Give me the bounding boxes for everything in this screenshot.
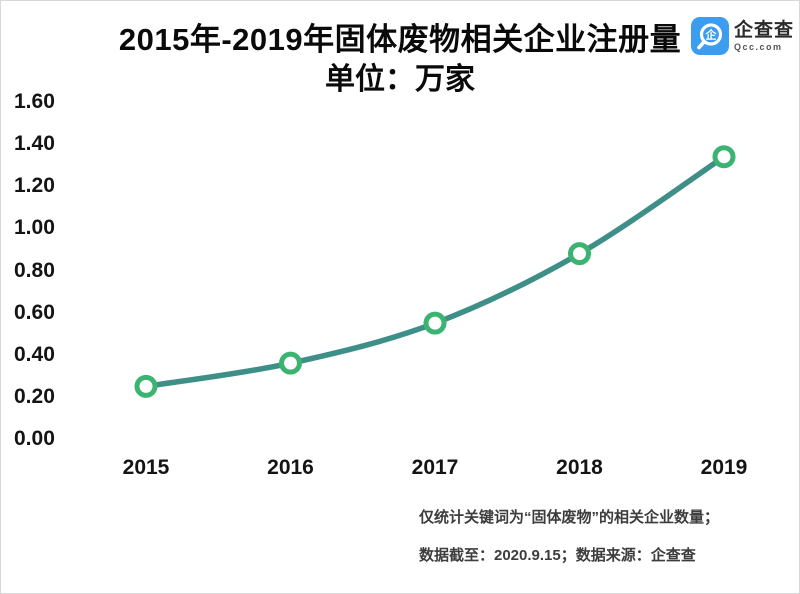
y-tick-label: 1.60: [14, 90, 55, 113]
y-tick-label: 1.40: [14, 132, 55, 156]
x-tick-label: 2018: [556, 456, 603, 479]
data-point-2019: [712, 145, 736, 169]
y-tick-label: 0.80: [14, 258, 55, 282]
footnote: 仅统计关键词为“固体废物”的相关企业数量； 数据截至：2020.9.15；数据来…: [419, 506, 719, 565]
trend-line: [143, 154, 727, 390]
y-tick-label: 1.00: [14, 216, 55, 240]
data-point-2018: [568, 242, 591, 266]
y-tick-label: 0.20: [14, 384, 55, 408]
qcc-logo-domain: Qcc.com: [733, 41, 783, 52]
qcc-logo-glyph: 企: [704, 28, 717, 42]
x-tick-label: 2016: [267, 456, 314, 479]
qcc-logo-name: 企查查: [733, 19, 794, 41]
x-tick-label: 2015: [122, 456, 170, 479]
y-tick-label: 0.40: [14, 342, 55, 366]
chart-title: 2015年-2019年固体废物相关企业注册量: [118, 22, 682, 57]
chart-subtitle: 单位：万家: [325, 63, 475, 96]
y-tick-label: 1.20: [14, 174, 55, 198]
y-tick-label: 0.00: [14, 427, 55, 450]
y-tick-label: 0.60: [14, 300, 55, 324]
data-point-2015: [134, 374, 158, 398]
qcc-logo: 企 企查查 Qcc.com: [690, 17, 794, 55]
qcc-logo-icon: 企: [690, 17, 729, 55]
qcc-logo-text: 企查查 Qcc.com: [734, 21, 794, 52]
footnote-line-2: 数据截至：2020.9.15；数据来源：企查查: [419, 547, 696, 564]
data-point-2016: [279, 351, 302, 375]
data-point-2017: [423, 311, 447, 335]
footnote-line-1: 仅统计关键词为“固体废物”的相关企业数量；: [419, 509, 720, 526]
x-tick-label: 2017: [411, 456, 459, 479]
x-tick-label: 2019: [700, 456, 748, 479]
